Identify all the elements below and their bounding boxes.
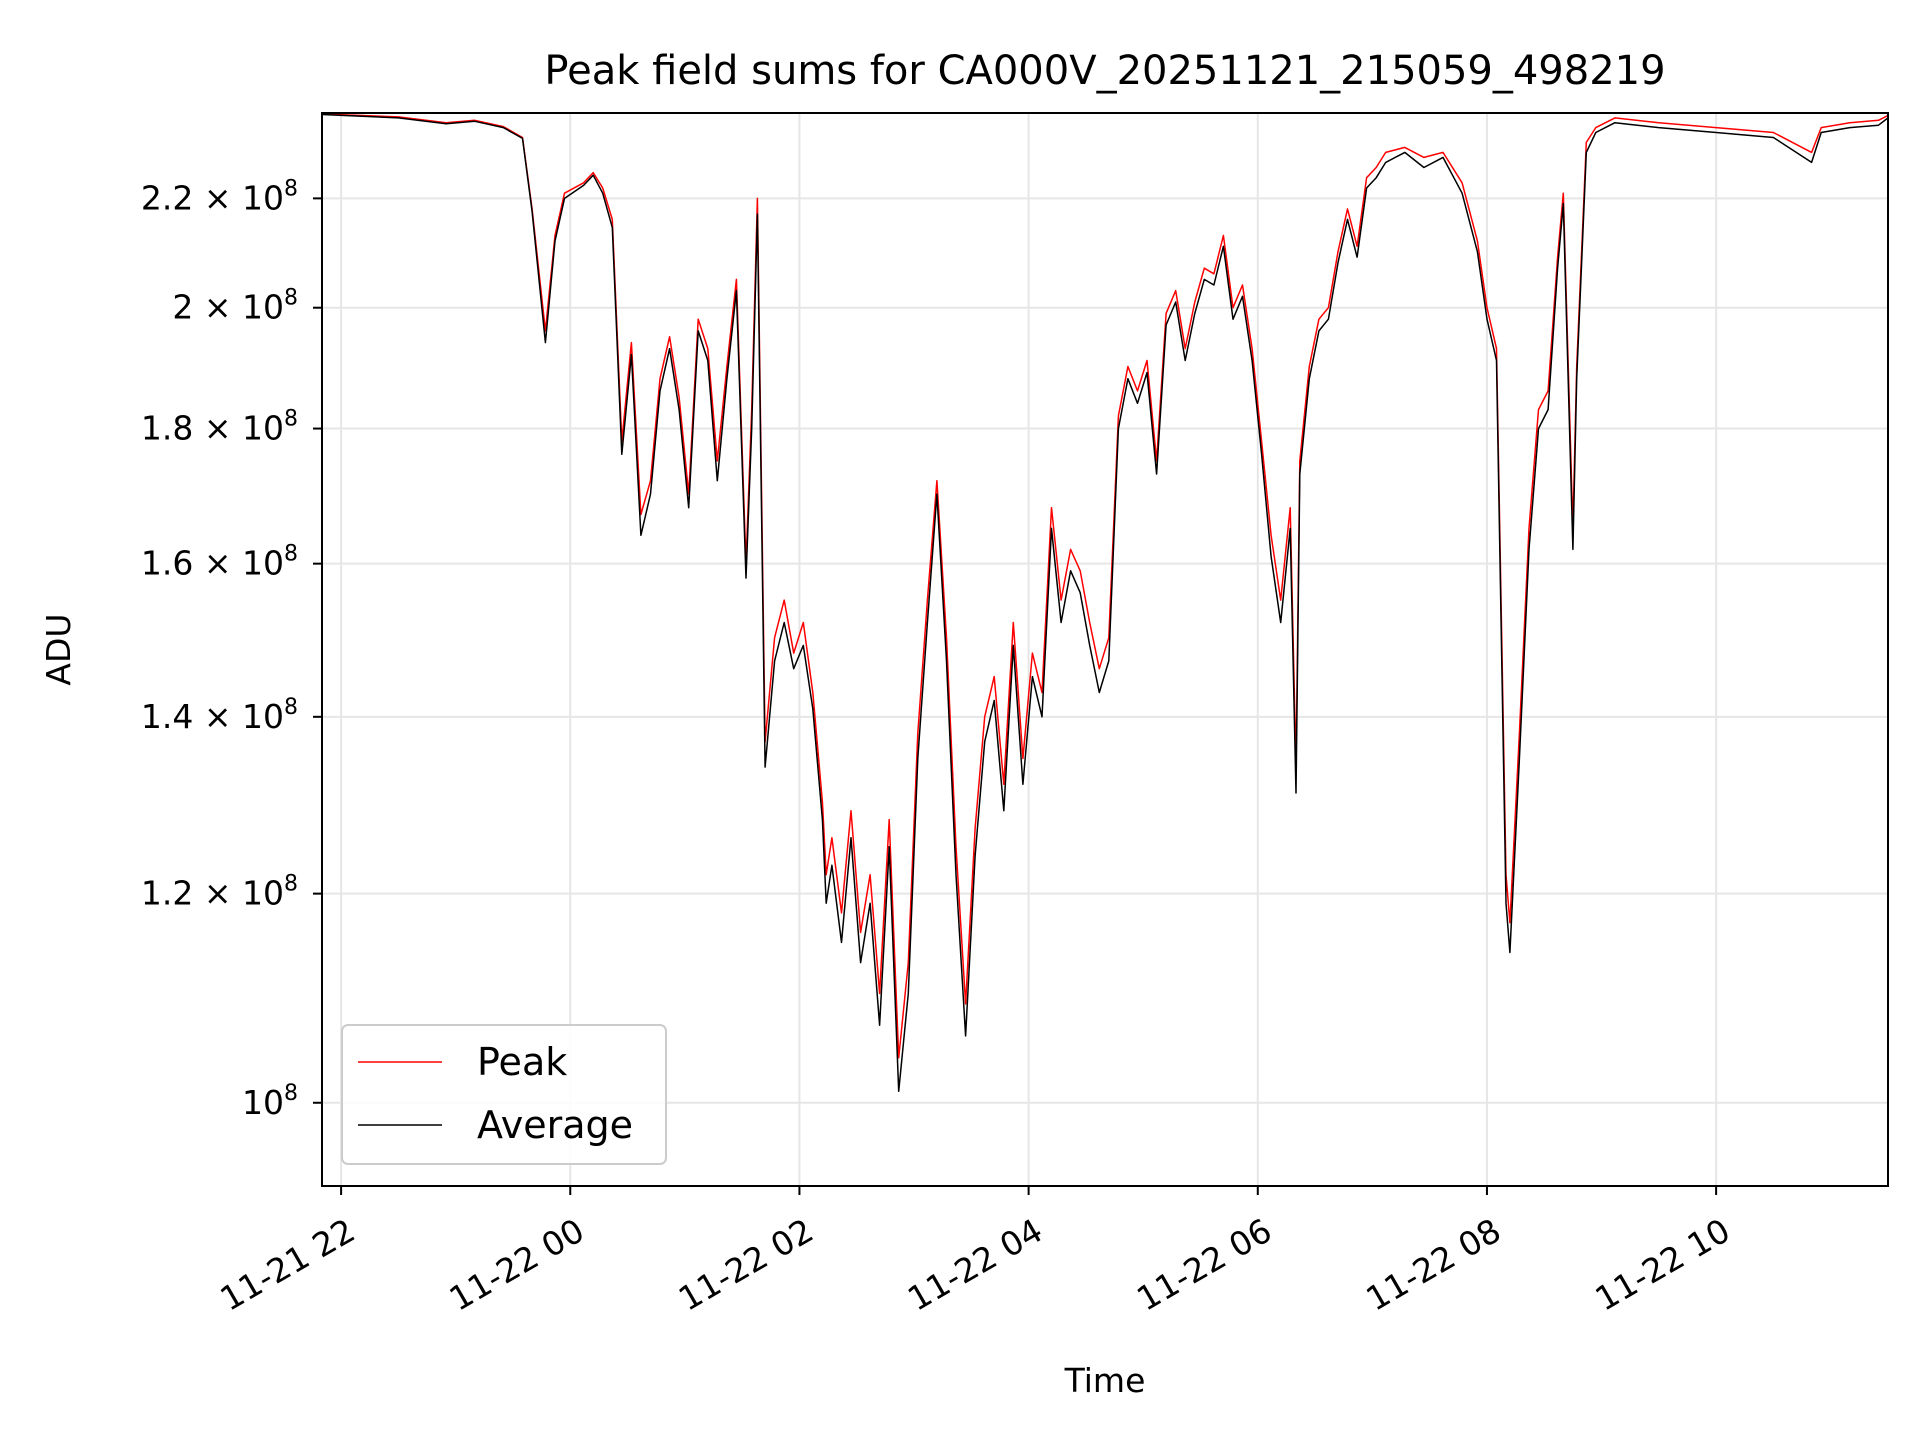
legend-label-average: Average bbox=[477, 1103, 633, 1147]
y-axis-label: ADU bbox=[39, 613, 78, 685]
y-tick-label: 1.4 × 108 bbox=[141, 695, 298, 736]
series-line-average bbox=[321, 113, 1889, 1093]
y-tick-label: 1.8 × 108 bbox=[141, 407, 298, 448]
y-tick-label: 2 × 108 bbox=[172, 286, 298, 327]
y-tick-label: 1.2 × 108 bbox=[141, 872, 298, 913]
y-tick-label: 1.6 × 108 bbox=[141, 542, 298, 583]
series-layer bbox=[321, 113, 1889, 1093]
chart-title: Peak field sums for CA000V_20251121_2150… bbox=[544, 48, 1665, 94]
y-tick-label: 2.2 × 108 bbox=[141, 176, 298, 217]
legend-box bbox=[341, 1024, 667, 1165]
legend: Peak Average bbox=[341, 1024, 667, 1165]
y-tick-label: 108 bbox=[242, 1081, 298, 1122]
legend-label-peak: Peak bbox=[477, 1040, 567, 1084]
grid-layer bbox=[322, 113, 1888, 1186]
plot-frame bbox=[321, 112, 1889, 1187]
x-axis-label: Time bbox=[1064, 1361, 1146, 1400]
